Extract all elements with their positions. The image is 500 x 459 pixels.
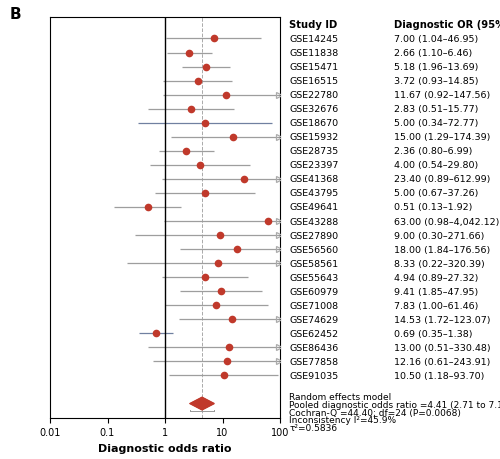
Text: 2.83 (0.51–15.77): 2.83 (0.51–15.77): [394, 105, 478, 114]
Text: Pooled diagnostic odds ratio =4.41 (2.71 to 7.17): Pooled diagnostic odds ratio =4.41 (2.71…: [289, 400, 500, 409]
Text: GSE86436: GSE86436: [289, 343, 339, 352]
Text: 7.83 (1.00–61.46): 7.83 (1.00–61.46): [394, 301, 478, 310]
Text: B: B: [10, 7, 22, 22]
Text: GSE22780: GSE22780: [289, 91, 339, 100]
Text: 4.00 (0.54–29.80): 4.00 (0.54–29.80): [394, 161, 478, 170]
Text: 13.00 (0.51–330.48): 13.00 (0.51–330.48): [394, 343, 491, 352]
Text: GSE27890: GSE27890: [289, 231, 339, 240]
Text: 23.40 (0.89–612.99): 23.40 (0.89–612.99): [394, 175, 490, 184]
Text: Diagnostic OR (95% CI): Diagnostic OR (95% CI): [394, 20, 500, 30]
Text: 9.00 (0.30–271.66): 9.00 (0.30–271.66): [394, 231, 484, 240]
Text: 11.67 (0.92–147.56): 11.67 (0.92–147.56): [394, 91, 490, 100]
Text: GSE16515: GSE16515: [289, 77, 339, 86]
Text: Cochran-Q =44.40; df=24 (P=0.0068): Cochran-Q =44.40; df=24 (P=0.0068): [289, 408, 461, 417]
Text: GSE77858: GSE77858: [289, 357, 339, 366]
Text: τ²=0.5836: τ²=0.5836: [289, 423, 338, 432]
Text: 7.00 (1.04–46.95): 7.00 (1.04–46.95): [394, 35, 478, 44]
Text: 15.00 (1.29–174.39): 15.00 (1.29–174.39): [394, 133, 490, 142]
Text: 2.36 (0.80–6.99): 2.36 (0.80–6.99): [394, 147, 472, 156]
Text: 3.72 (0.93–14.85): 3.72 (0.93–14.85): [394, 77, 478, 86]
Text: 63.00 (0.98–4,042.12): 63.00 (0.98–4,042.12): [394, 217, 500, 226]
Text: GSE58561: GSE58561: [289, 259, 339, 268]
Text: 4.94 (0.89–27.32): 4.94 (0.89–27.32): [394, 273, 478, 282]
Text: 5.18 (1.96–13.69): 5.18 (1.96–13.69): [394, 63, 478, 72]
Text: 12.16 (0.61–243.91): 12.16 (0.61–243.91): [394, 357, 490, 366]
Text: GSE11838: GSE11838: [289, 49, 339, 58]
Text: 2.66 (1.10–6.46): 2.66 (1.10–6.46): [394, 49, 472, 58]
Text: GSE49641: GSE49641: [289, 203, 339, 212]
Text: GSE43795: GSE43795: [289, 189, 339, 198]
Text: GSE41368: GSE41368: [289, 175, 339, 184]
Text: GSE74629: GSE74629: [289, 315, 339, 324]
Text: Inconsistency I²=45.9%: Inconsistency I²=45.9%: [289, 415, 397, 425]
Text: GSE43288: GSE43288: [289, 217, 339, 226]
Text: 0.69 (0.35–1.38): 0.69 (0.35–1.38): [394, 329, 472, 338]
Text: GSE14245: GSE14245: [289, 35, 339, 44]
Text: GSE32676: GSE32676: [289, 105, 339, 114]
Text: GSE15471: GSE15471: [289, 63, 339, 72]
Text: GSE56560: GSE56560: [289, 245, 339, 254]
Text: 5.00 (0.34–72.77): 5.00 (0.34–72.77): [394, 119, 478, 128]
Text: 14.53 (1.72–123.07): 14.53 (1.72–123.07): [394, 315, 490, 324]
Text: GSE23397: GSE23397: [289, 161, 339, 170]
Text: GSE28735: GSE28735: [289, 147, 339, 156]
Text: GSE55643: GSE55643: [289, 273, 339, 282]
Text: GSE91035: GSE91035: [289, 371, 339, 380]
Text: 5.00 (0.67–37.26): 5.00 (0.67–37.26): [394, 189, 478, 198]
Text: GSE62452: GSE62452: [289, 329, 339, 338]
Text: GSE15932: GSE15932: [289, 133, 339, 142]
Text: 0.51 (0.13–1.92): 0.51 (0.13–1.92): [394, 203, 472, 212]
Text: GSE60979: GSE60979: [289, 287, 339, 296]
Polygon shape: [190, 397, 214, 410]
X-axis label: Diagnostic odds ratio: Diagnostic odds ratio: [98, 443, 232, 453]
Text: 8.33 (0.22–320.39): 8.33 (0.22–320.39): [394, 259, 485, 268]
Text: 18.00 (1.84–176.56): 18.00 (1.84–176.56): [394, 245, 490, 254]
Text: 9.41 (1.85–47.95): 9.41 (1.85–47.95): [394, 287, 478, 296]
Text: Random effects model: Random effects model: [289, 392, 392, 402]
Text: 10.50 (1.18–93.70): 10.50 (1.18–93.70): [394, 371, 484, 380]
Text: GSE18670: GSE18670: [289, 119, 339, 128]
Text: Study ID: Study ID: [289, 20, 338, 30]
Text: GSE71008: GSE71008: [289, 301, 339, 310]
